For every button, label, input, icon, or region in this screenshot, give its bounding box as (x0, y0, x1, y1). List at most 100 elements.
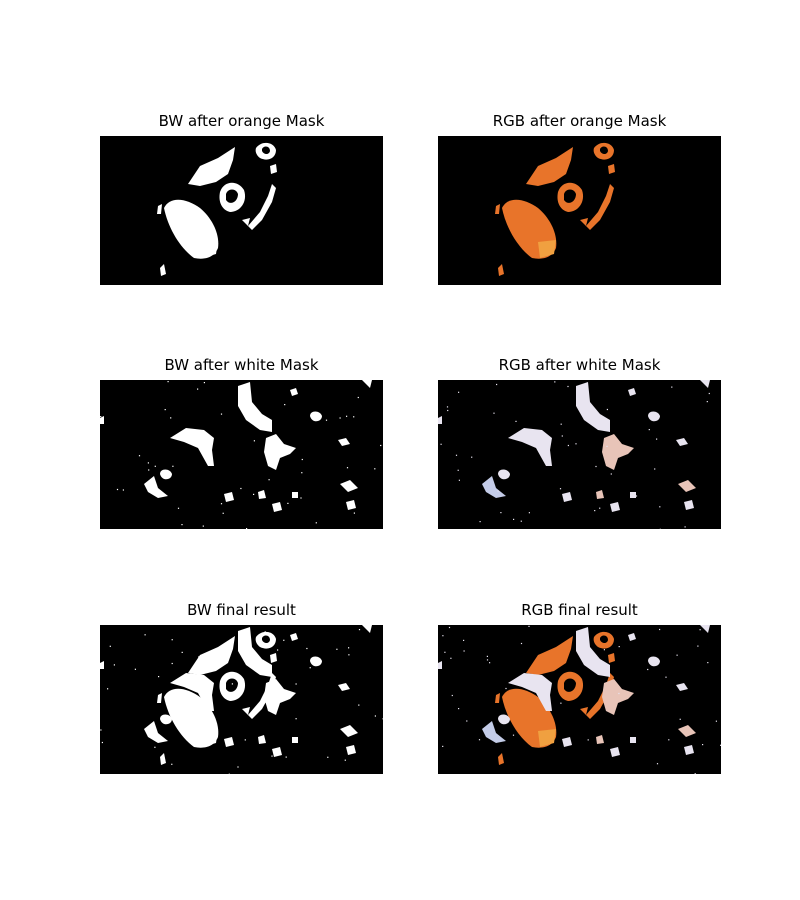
mask-speckle (618, 646, 620, 648)
mask-speckle (220, 413, 223, 415)
mask-speckle (699, 629, 701, 631)
mask-speckle (575, 443, 577, 445)
image-rgb-final-result (438, 625, 721, 774)
mask-speckle (504, 716, 506, 718)
mask-speckle (486, 655, 488, 657)
mask-speckle (500, 512, 502, 514)
white-right-dot (310, 656, 322, 667)
orange-upper-fragment (188, 147, 235, 186)
mask-canvas (438, 380, 710, 529)
mask-speckle (603, 649, 605, 651)
mask-speckle (463, 650, 465, 652)
mask-speckle (446, 406, 449, 408)
mask-speckle (599, 507, 601, 509)
mask-speckle (164, 409, 166, 411)
mask-speckle (154, 746, 156, 748)
mask-canvas (100, 625, 383, 774)
white-bottom-dot-d (292, 492, 298, 498)
mask-speckle (497, 490, 499, 492)
white-left-wedge (144, 476, 168, 498)
mask-speckle (301, 458, 303, 461)
mask-speckle (346, 467, 349, 469)
mask-speckle (315, 522, 317, 524)
mask-speckle (656, 438, 658, 440)
white-upper-arc (576, 627, 610, 677)
mask-canvas (157, 142, 277, 276)
white-right-dot (648, 411, 660, 422)
mask-speckle (167, 381, 169, 383)
white-right-dot (310, 411, 322, 422)
panel-title-bw-white: BW after white Mask (164, 356, 319, 374)
orange-small-fleck-a (608, 164, 615, 174)
white-top-right-corner (700, 380, 710, 388)
mask-speckle (606, 445, 608, 447)
white-small-speck (290, 633, 298, 641)
mask-speckle (284, 404, 286, 406)
mask-speckle (671, 386, 673, 388)
white-top-right-corner (362, 380, 372, 388)
mask-speckle (595, 465, 597, 468)
mask-speckle (442, 745, 444, 747)
mask-speckle (116, 488, 119, 491)
mask-speckle (100, 416, 102, 418)
white-bottom-dot-c (272, 502, 282, 512)
mask-speckle (659, 506, 661, 508)
white-upper-arc (576, 382, 610, 432)
mask-speckle (240, 487, 242, 490)
mask-speckle (134, 668, 136, 670)
mask-speckle (606, 408, 608, 411)
mask-speckle (339, 417, 341, 419)
mask-speckle (113, 664, 115, 666)
mask-speckle (560, 423, 562, 425)
mask-speckle (554, 381, 556, 383)
orange-main-blob-tip (538, 240, 556, 258)
orange-main-blob-tip (200, 240, 218, 258)
mask-speckle (348, 647, 350, 649)
mask-speckle (358, 629, 361, 631)
white-right-dot (648, 656, 660, 667)
mask-speckle (442, 635, 444, 637)
mask-speckle (327, 756, 329, 758)
mask-speckle (107, 688, 109, 690)
mask-speckle (358, 704, 360, 706)
mask-speckle (253, 493, 255, 495)
mask-speckle (177, 507, 180, 509)
mask-speckle (336, 648, 338, 650)
orange-small-fleck-b (242, 707, 250, 715)
mask-speckle (567, 385, 569, 388)
white-far-right-dot (676, 438, 688, 446)
mask-speckle (237, 766, 239, 768)
mask-speckle (218, 656, 220, 659)
mask-speckle (382, 718, 383, 720)
mask-speckle (458, 391, 460, 393)
mask-speckle (309, 667, 311, 669)
mask-speckle (246, 528, 248, 529)
mask-speckle (647, 668, 649, 671)
white-upper-arc (238, 382, 272, 432)
mask-speckle (277, 649, 279, 651)
orange-main-blob-tip (200, 729, 218, 747)
mask-speckle (380, 444, 382, 447)
mask-speckle (479, 521, 481, 523)
mask-speckle (458, 479, 460, 481)
mask-speckle (512, 734, 515, 736)
mask-speckle (471, 456, 473, 458)
orange-ring-top (255, 142, 276, 160)
mask-speckle (496, 383, 498, 386)
mask-speckle (144, 634, 146, 636)
mask-speckle (528, 512, 530, 514)
mask-speckle (635, 495, 638, 497)
mask-speckle (346, 415, 348, 417)
image-bw-white-mask (100, 380, 383, 529)
mask-speckle (301, 472, 303, 474)
mask-speckle (203, 382, 205, 384)
mask-speckle (654, 468, 656, 470)
white-bottom-dot-c (610, 502, 620, 512)
panel-title-rgb-white: RGB after white Mask (498, 356, 661, 374)
mask-speckle (287, 502, 289, 504)
mask-speckle (493, 412, 495, 414)
mask-speckle (451, 694, 453, 697)
mask-speckle (202, 525, 204, 527)
orange-ring-mid (219, 671, 246, 701)
mask-speckle (171, 763, 173, 765)
